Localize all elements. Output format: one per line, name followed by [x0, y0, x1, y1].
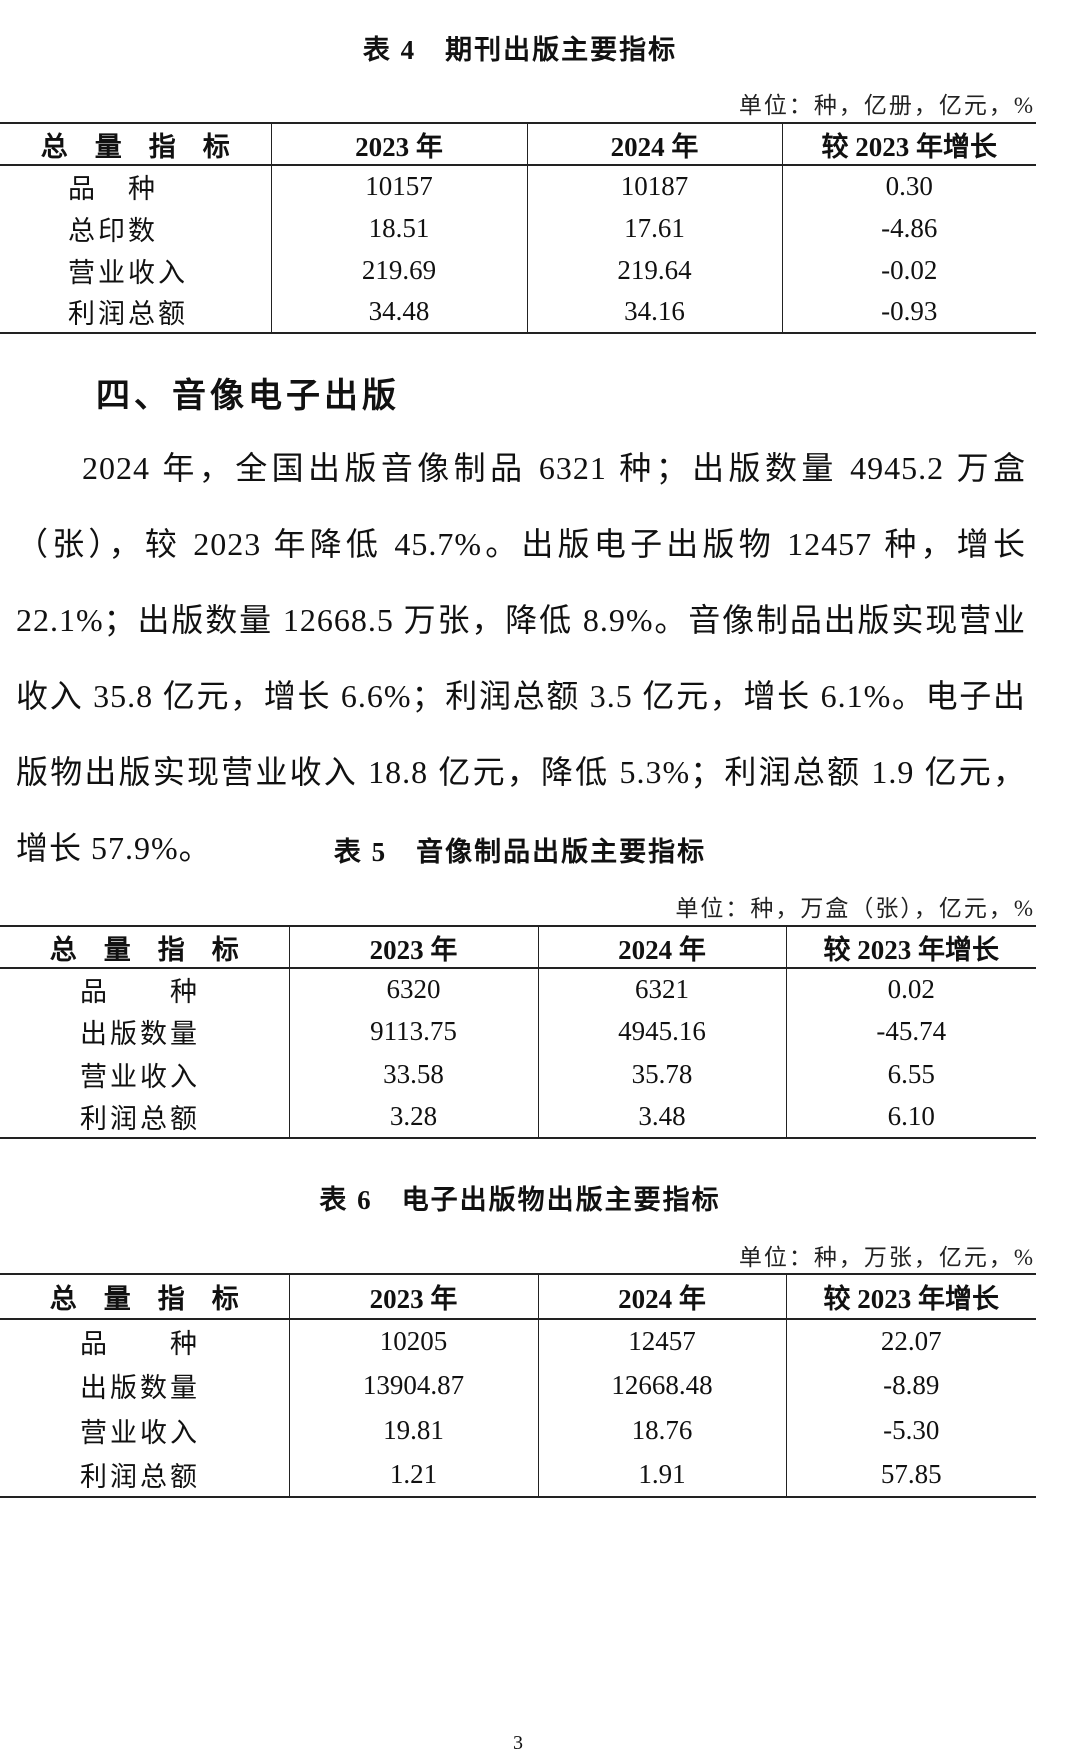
row-label: 利润总额	[0, 1095, 289, 1139]
table4: 总 量 指 标 2023 年 2024 年较 2023 年增长品 种 10157 101…	[0, 122, 1036, 334]
cell-value: -0.02	[781, 249, 1036, 291]
row-label: 品 种	[80, 1329, 200, 1360]
cell-value: 12668.48	[537, 1363, 786, 1408]
row-label: 总印数	[68, 215, 158, 246]
column-header: 2023 年	[270, 122, 527, 166]
cell-value: 17.61	[526, 207, 782, 249]
cell-value: 35.78	[537, 1053, 786, 1096]
table-row: 利润总额 3.28 3.48 6.10	[0, 1095, 1036, 1139]
row-label: 营业收入	[80, 1061, 200, 1092]
column-header: 2023 年	[288, 1273, 538, 1320]
table4-title: 表 4 期刊出版主要指标	[362, 35, 678, 65]
cell-value: 3.48	[537, 1095, 786, 1139]
cell-value: 33.58	[288, 1053, 538, 1096]
column-header: 总 量 指 标	[0, 1273, 289, 1320]
table4-unit: 单位：种，亿册，亿元，%	[738, 93, 1035, 118]
table-row: 品 种 10157 10187 0.30	[0, 165, 1036, 207]
table-row: 出版数量 9113.75 4945.16 -45.74	[0, 1010, 1036, 1053]
column-header: 总 量 指 标	[0, 122, 271, 166]
row-label: 品 种	[80, 977, 200, 1008]
table-row: 营业收入 19.81 18.76 -5.30	[0, 1408, 1036, 1453]
cell-value: 13904.87	[288, 1363, 538, 1408]
cell-value: 12457	[537, 1319, 786, 1364]
cell-value: 6321	[537, 968, 786, 1011]
row-label: 出版数量	[80, 1019, 200, 1050]
table-header-row: 总 量 指 标 2023 年 2024 年较 2023 年增长	[0, 925, 1036, 969]
row-label: 利润总额	[0, 291, 271, 334]
table6: 总 量 指 标 2023 年 2024 年较 2023 年增长品 种 10205 124…	[0, 1273, 1036, 1498]
section-paragraph: 2024 年，全国出版音像制品 6321 种；出版数量 4945.2 万盒（张）…	[16, 450, 1026, 866]
table6-title: 表 6 电子出版物出版主要指标	[319, 1185, 721, 1215]
row-label: 利润总额	[0, 1452, 289, 1498]
table-row: 营业收入 33.58 35.78 6.55	[0, 1053, 1036, 1096]
table5: 总 量 指 标 2023 年 2024 年较 2023 年增长品 种 6320 6321…	[0, 925, 1036, 1139]
table-header-row: 总 量 指 标 2023 年 2024 年较 2023 年增长	[0, 122, 1036, 166]
table-row: 品 种 6320 6321 0.02	[0, 968, 1036, 1011]
column-header: 较 2023 年增长	[785, 1273, 1036, 1320]
cell-value: 34.48	[270, 291, 527, 334]
column-header: 2024 年	[526, 122, 782, 166]
cell-value: -8.89	[785, 1363, 1036, 1408]
page-number: 3	[513, 1732, 523, 1754]
column-header: 较 2023 年增长	[785, 925, 1036, 969]
cell-value: 0.30	[781, 165, 1036, 207]
cell-value: 1.21	[288, 1452, 538, 1498]
cell-value: 3.28	[288, 1095, 538, 1139]
row-label: 营业收入	[80, 1417, 200, 1448]
cell-value: 57.85	[785, 1452, 1036, 1498]
table-row: 营业收入 219.69 219.64 -0.02	[0, 249, 1036, 291]
column-header: 总 量 指 标	[0, 925, 289, 969]
table-row: 品 种 10205 12457 22.07	[0, 1319, 1036, 1364]
table-header-row: 总 量 指 标 2023 年 2024 年较 2023 年增长	[0, 1273, 1036, 1320]
cell-value: 4945.16	[537, 1010, 786, 1053]
section-heading: 四、音像电子出版	[96, 378, 400, 415]
cell-value: -45.74	[785, 1010, 1036, 1053]
cell-value: -5.30	[785, 1408, 1036, 1453]
cell-value: 1.91	[537, 1452, 786, 1498]
column-header: 2024 年	[537, 925, 786, 969]
cell-value: 9113.75	[288, 1010, 538, 1053]
table6-unit: 单位：种，万张，亿元，%	[738, 1245, 1035, 1270]
cell-value: 0.02	[785, 968, 1036, 1011]
cell-value: 18.51	[270, 207, 527, 249]
cell-value: 10187	[526, 165, 782, 207]
row-label: 出版数量	[80, 1373, 200, 1404]
cell-value: -4.86	[781, 207, 1036, 249]
cell-value: 219.64	[526, 249, 782, 291]
table-row: 利润总额 34.48 34.16 -0.93	[0, 291, 1036, 334]
cell-value: 219.69	[270, 249, 527, 291]
row-label: 营业收入	[68, 257, 188, 288]
cell-value: -0.93	[781, 291, 1036, 334]
column-header: 2023 年	[288, 925, 538, 969]
row-label: 品 种	[68, 174, 158, 204]
table5-unit: 单位：种，万盒（张），亿元，%	[675, 896, 1035, 921]
column-header: 2024 年	[537, 1273, 786, 1320]
table5-title: 表 5 音像制品出版主要指标	[333, 837, 707, 867]
cell-value: 6320	[288, 968, 538, 1011]
cell-value: 10205	[288, 1319, 538, 1364]
cell-value: 18.76	[537, 1408, 786, 1453]
cell-value: 34.16	[526, 291, 782, 334]
table-row: 出版数量 13904.87 12668.48 -8.89	[0, 1363, 1036, 1408]
column-header: 较 2023 年增长	[781, 122, 1036, 166]
table-row: 利润总额 1.21 1.91 57.85	[0, 1452, 1036, 1498]
cell-value: 19.81	[288, 1408, 538, 1453]
cell-value: 6.10	[785, 1095, 1036, 1139]
cell-value: 22.07	[785, 1319, 1036, 1364]
cell-value: 6.55	[785, 1053, 1036, 1096]
cell-value: 10157	[270, 165, 527, 207]
table-row: 总印数 18.51 17.61 -4.86	[0, 207, 1036, 249]
